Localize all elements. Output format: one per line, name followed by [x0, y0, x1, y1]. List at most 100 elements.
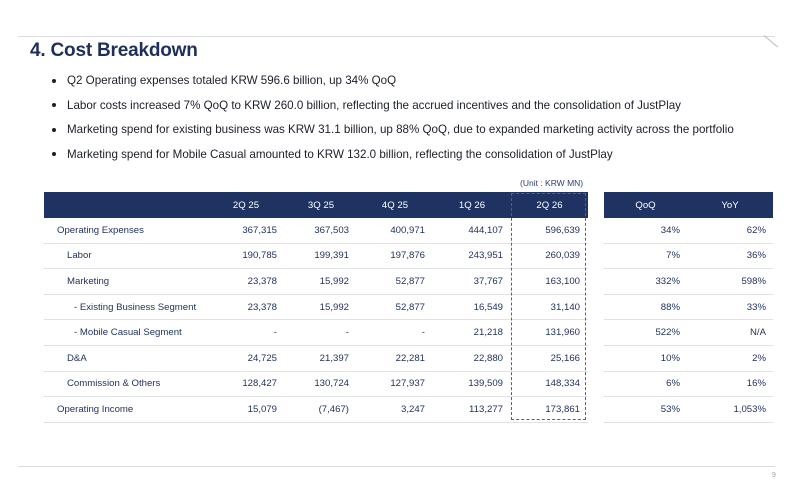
- table-cell: 88%: [604, 294, 687, 321]
- column-header: 4Q 25: [357, 192, 433, 218]
- table-row: D&A 24,725 21,397 22,281 22,880 25,166: [44, 345, 588, 372]
- row-label: - Existing Business Segment: [44, 294, 207, 321]
- table-row: 53% 1,053%: [604, 396, 773, 423]
- table-cell: 36%: [687, 243, 773, 270]
- table-header-row: 2Q 25 3Q 25 4Q 25 1Q 26 2Q 26: [44, 192, 588, 218]
- table-cell: 598%: [687, 268, 773, 295]
- table-cell: -: [207, 319, 285, 346]
- table-cell: 131,960: [511, 319, 588, 346]
- table-cell: -: [285, 319, 357, 346]
- column-header: [44, 192, 207, 218]
- table-cell: 1,053%: [687, 396, 773, 423]
- table-header-row: QoQ YoY: [604, 192, 773, 218]
- bullet-list: Q2 Operating expenses totaled KRW 596.6 …: [50, 72, 734, 170]
- table-cell: 148,334: [511, 371, 588, 398]
- bullet-item: Labor costs increased 7% QoQ to KRW 260.…: [50, 97, 734, 122]
- table-cell: 332%: [604, 268, 687, 295]
- unit-label: (Unit : KRW MN): [520, 178, 584, 188]
- table-row: 6% 16%: [604, 371, 773, 398]
- bullet-item: Q2 Operating expenses totaled KRW 596.6 …: [50, 72, 734, 97]
- table-cell: 173,861: [511, 396, 588, 423]
- table-cell: 15,992: [285, 294, 357, 321]
- table-cell: 367,503: [285, 218, 357, 244]
- table-row: Commission & Others 128,427 130,724 127,…: [44, 371, 588, 398]
- table-cell: 190,785: [207, 243, 285, 270]
- column-header: 1Q 26: [433, 192, 511, 218]
- table-cell: 21,397: [285, 345, 357, 372]
- table-cell: 16%: [687, 371, 773, 398]
- row-label: Operating Income: [44, 396, 207, 423]
- table-row: Operating Income 15,079 (7,467) 3,247 11…: [44, 396, 588, 423]
- column-header: YoY: [687, 192, 773, 218]
- page-title: 4. Cost Breakdown: [30, 40, 198, 61]
- table-cell: N/A: [687, 319, 773, 346]
- table-row: 88% 33%: [604, 294, 773, 321]
- table-cell: 25,166: [511, 345, 588, 372]
- table-cell: 53%: [604, 396, 687, 423]
- table-cell: 199,391: [285, 243, 357, 270]
- column-header: 3Q 25: [285, 192, 357, 218]
- table-cell: -: [357, 319, 433, 346]
- table-cell: 596,639: [511, 218, 588, 244]
- table-cell: 37,767: [433, 268, 511, 295]
- table-row: 34% 62%: [604, 218, 773, 244]
- table-row: Marketing 23,378 15,992 52,877 37,767 16…: [44, 268, 588, 295]
- table-cell: 34%: [604, 218, 687, 244]
- table-cell: (7,467): [285, 396, 357, 423]
- table-cell: 24,725: [207, 345, 285, 372]
- bottom-divider: [18, 466, 775, 467]
- row-label: Labor: [44, 243, 207, 270]
- table-cell: 16,549: [433, 294, 511, 321]
- table-cell: 22,281: [357, 345, 433, 372]
- table-cell: 130,724: [285, 371, 357, 398]
- table-cell: 128,427: [207, 371, 285, 398]
- table-row: 332% 598%: [604, 268, 773, 295]
- table-cell: 7%: [604, 243, 687, 270]
- column-header: 2Q 26: [511, 192, 588, 218]
- table-cell: 23,378: [207, 268, 285, 295]
- table-cell: 62%: [687, 218, 773, 244]
- table-cell: 6%: [604, 371, 687, 398]
- table-cell: 113,277: [433, 396, 511, 423]
- row-label: Commission & Others: [44, 371, 207, 398]
- row-label: Marketing: [44, 268, 207, 295]
- table-cell: 31,140: [511, 294, 588, 321]
- table-cell: 522%: [604, 319, 687, 346]
- table-cell: 10%: [604, 345, 687, 372]
- row-label: - Mobile Casual Segment: [44, 319, 207, 346]
- column-header: 2Q 25: [207, 192, 285, 218]
- table-row: 10% 2%: [604, 345, 773, 372]
- table-cell: 33%: [687, 294, 773, 321]
- table-cell: 52,877: [357, 268, 433, 295]
- table-cell: 197,876: [357, 243, 433, 270]
- table-cell: 367,315: [207, 218, 285, 244]
- table-cell: 260,039: [511, 243, 588, 270]
- table-cell: 23,378: [207, 294, 285, 321]
- table-cell: 21,218: [433, 319, 511, 346]
- table-cell: 163,100: [511, 268, 588, 295]
- row-label: D&A: [44, 345, 207, 372]
- table-cell: 15,079: [207, 396, 285, 423]
- page-number: 9: [772, 472, 776, 479]
- table-cell: 2%: [687, 345, 773, 372]
- table-cell: 22,880: [433, 345, 511, 372]
- table-cell: 444,107: [433, 218, 511, 244]
- table-cell: 127,937: [357, 371, 433, 398]
- table-row: Operating Expenses 367,315 367,503 400,9…: [44, 218, 588, 244]
- cost-table: 2Q 25 3Q 25 4Q 25 1Q 26 2Q 26 Operating …: [44, 192, 588, 423]
- table-row: - Mobile Casual Segment - - - 21,218 131…: [44, 319, 588, 346]
- table-row: 7% 36%: [604, 243, 773, 270]
- table-cell: 3,247: [357, 396, 433, 423]
- bullet-item: Marketing spend for existing business wa…: [50, 121, 734, 146]
- column-header: QoQ: [604, 192, 687, 218]
- bullet-item: Marketing spend for Mobile Casual amount…: [50, 146, 734, 171]
- table-row: 522% N/A: [604, 319, 773, 346]
- top-divider: [18, 36, 775, 37]
- change-table: QoQ YoY 34% 62% 7% 36% 332% 598% 88% 33%…: [604, 192, 773, 423]
- table-row: Labor 190,785 199,391 197,876 243,951 26…: [44, 243, 588, 270]
- row-label: Operating Expenses: [44, 218, 207, 244]
- table-cell: 52,877: [357, 294, 433, 321]
- table-row: - Existing Business Segment 23,378 15,99…: [44, 294, 588, 321]
- table-cell: 15,992: [285, 268, 357, 295]
- table-cell: 400,971: [357, 218, 433, 244]
